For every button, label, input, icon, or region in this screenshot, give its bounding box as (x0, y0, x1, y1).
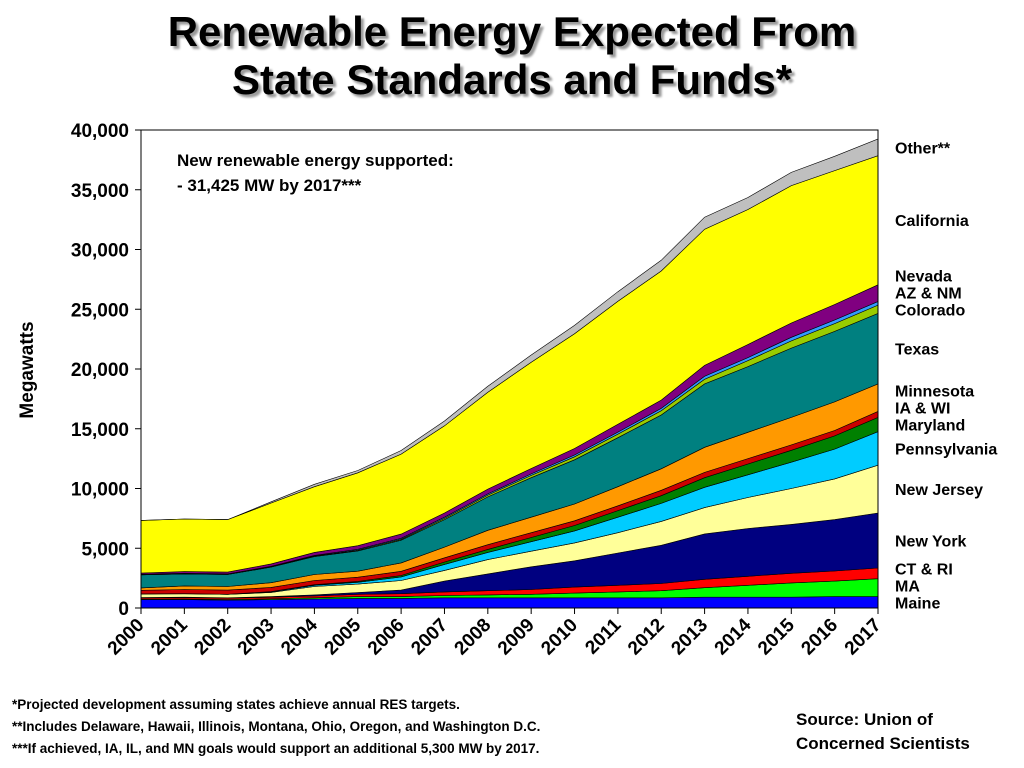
series-label-new-jersey: New Jersey (895, 482, 983, 499)
annotation-line-1: New renewable energy supported: (177, 151, 454, 170)
y-tick-label: 40,000 (71, 121, 129, 142)
series-label-pennsylvania: Pennsylvania (895, 441, 997, 458)
series-label-other: Other** (895, 140, 951, 157)
y-tick-label: 35,000 (71, 181, 129, 202)
x-axis: 2000200120022003200420052006200720082009… (104, 608, 886, 659)
x-tick-label: 2000 (104, 615, 149, 660)
chart-title-line-2: State Standards and Funds* (231, 56, 793, 103)
series-label-colorado: Colorado (895, 302, 965, 319)
footnote-3: ***If achieved, IA, IL, and MN goals wou… (12, 741, 540, 756)
x-tick-label: 2012 (624, 615, 669, 660)
chart-title: Renewable Energy Expected From State Sta… (0, 8, 1024, 104)
x-tick-label: 2004 (277, 614, 322, 659)
x-tick-label: 2005 (321, 614, 366, 659)
x-tick-label: 2001 (147, 614, 192, 659)
x-tick-label: 2007 (407, 615, 452, 660)
x-tick-label: 2009 (494, 615, 539, 660)
series-label-maine: Maine (895, 595, 940, 612)
series-label-maryland: Maryland (895, 418, 965, 435)
series-label-texas: Texas (895, 342, 939, 359)
x-tick-label: 2006 (364, 615, 409, 660)
y-tick-label: 0 (118, 599, 129, 620)
x-tick-label: 2014 (711, 614, 756, 659)
series-label-ct-ri: CT & RI (895, 561, 953, 578)
series-label-az-nm: AZ & NM (895, 285, 962, 302)
source-note: Source: Union of Concerned Scientists (796, 708, 970, 756)
y-tick-label: 10,000 (71, 480, 129, 501)
x-tick-label: 2015 (754, 614, 799, 659)
series-label-ia-wi: IA & WI (895, 401, 950, 418)
series-label-new-york: New York (895, 533, 967, 550)
series-label-minnesota: Minnesota (895, 384, 974, 401)
annotation-line-2: - 31,425 MW by 2017*** (177, 176, 362, 195)
series-label-nevada: Nevada (895, 268, 952, 285)
y-axis: 0 5,000 10,000 15,000 20,000 25,000 30,000 35,0… (71, 121, 141, 620)
x-tick-label: 2017 (841, 615, 886, 660)
y-tick-label: 5,000 (81, 539, 129, 560)
x-tick-label: 2003 (234, 615, 279, 660)
series-label-california: California (895, 213, 969, 230)
x-tick-label: 2010 (537, 615, 582, 660)
x-tick-label: 2008 (451, 615, 496, 660)
stacked-area-chart: 0 5,000 10,000 15,000 20,000 25,000 30,000 35,0… (17, 121, 997, 659)
y-tick-label: 20,000 (71, 360, 129, 381)
y-axis-label: Megawatts (17, 321, 38, 418)
y-tick-label: 25,000 (71, 300, 129, 321)
footnote-2: **Includes Delaware, Hawaii, Illinois, M… (12, 719, 541, 734)
source-line-2: Concerned Scientists (796, 734, 970, 753)
x-tick-label: 2013 (667, 615, 712, 660)
footnote-1: *Projected development assuming states a… (12, 697, 460, 712)
y-tick-label: 30,000 (71, 241, 129, 262)
area-series-group (140, 138, 879, 609)
x-tick-label: 2002 (190, 615, 235, 660)
series-label-ma: MA (895, 578, 920, 595)
y-tick-label: 15,000 (71, 420, 129, 441)
source-line-1: Source: Union of (796, 710, 933, 729)
x-tick-label: 2011 (581, 614, 625, 658)
x-tick-label: 2016 (797, 615, 842, 660)
chart-title-line-1: Renewable Energy Expected From (167, 8, 857, 55)
